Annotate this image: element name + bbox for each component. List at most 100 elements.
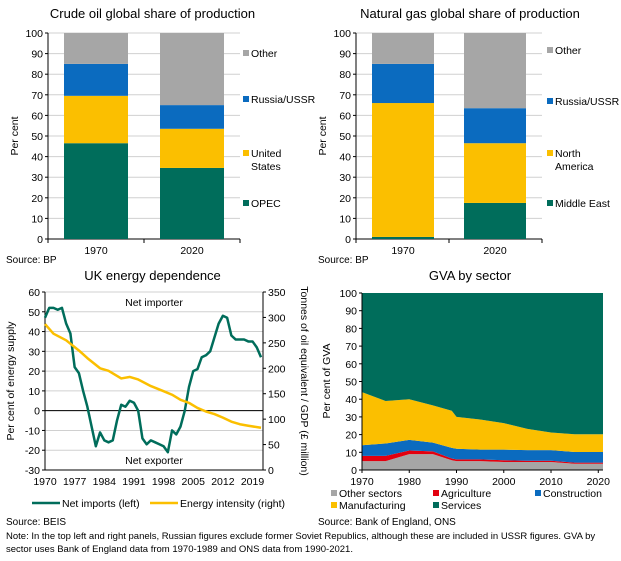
gas-legend-label: Middle East: [555, 198, 610, 210]
gas-y-label: Per cent: [317, 116, 329, 155]
energy-y2tick-label: 200: [268, 363, 286, 375]
gas-ytick-label: 100: [333, 28, 351, 40]
gas-ytick-label: 70: [339, 90, 351, 102]
oil-bar-other: [160, 33, 224, 106]
gas-bar-middle-east: [464, 202, 526, 239]
gva-ytick-label: 0: [351, 465, 357, 477]
gas-legend-label: Other: [555, 45, 582, 57]
gas-legend-label: Russia/USSR: [555, 96, 620, 108]
gas-ytick-label: 30: [339, 172, 351, 184]
gas-bar-russia-ussr: [372, 63, 434, 104]
gva-ytick-label: 50: [345, 377, 357, 389]
energy-annotation-net-exporter: Net exporter: [125, 455, 183, 467]
gva-ytick-label: 100: [339, 288, 357, 300]
energy-xtick-label: 1991: [122, 476, 146, 488]
gva-legend-label: Construction: [543, 488, 602, 500]
gas-ytick-label: 10: [339, 213, 351, 225]
gas-ytick-label: 50: [339, 131, 351, 143]
gas-ytick-label: 40: [339, 152, 351, 164]
energy-ytick-label: 60: [28, 287, 40, 299]
oil-ytick-label: 70: [31, 90, 43, 102]
source-gas: Source: BP: [318, 255, 369, 266]
gas-legend-swatch: [547, 98, 553, 104]
energy-y2tick-label: 100: [268, 414, 286, 426]
energy-ytick-label: 10: [28, 386, 40, 398]
chart-title-gas: Natural gas global share of production: [360, 6, 580, 21]
gva-area-manufacturing: [362, 392, 603, 452]
gva-ytick-label: 60: [345, 359, 357, 371]
gas-legend-swatch: [547, 150, 553, 156]
oil-legend-swatch: [243, 96, 249, 102]
oil-bar-united-states: [160, 128, 224, 168]
gva-area-other-sectors: [362, 454, 603, 470]
oil-legend-label: Other: [251, 48, 278, 60]
gva-ytick-label: 20: [345, 430, 357, 442]
energy-y-label: Per cent of energy supply: [5, 321, 17, 441]
gas-bar-other: [464, 33, 526, 109]
gas-bar-russia-ussr: [464, 108, 526, 144]
oil-bar-other: [64, 33, 128, 64]
oil-ytick-label: 60: [31, 110, 43, 122]
oil-bar-russia-ussr: [64, 63, 128, 96]
oil-ytick-label: 40: [31, 152, 43, 164]
gva-ytick-label: 80: [345, 323, 357, 335]
energy-ytick-label: -30: [25, 465, 40, 477]
gas-legend-label: America: [555, 161, 594, 173]
oil-bar-opec: [160, 167, 224, 239]
gva-ytick-label: 30: [345, 412, 357, 424]
energy-ytick-label: 50: [28, 307, 40, 319]
gva-legend-label: Services: [441, 500, 481, 512]
energy-y2tick-label: 250: [268, 338, 286, 350]
oil-bar-russia-ussr: [160, 105, 224, 129]
energy-xtick-label: 1998: [152, 476, 176, 488]
gas-ytick-label: 60: [339, 110, 351, 122]
energy-y2tick-label: 50: [268, 440, 280, 452]
gva-ytick-label: 40: [345, 394, 357, 406]
energy-ytick-label: -20: [25, 445, 40, 457]
gva-legend-swatch: [433, 502, 439, 508]
energy-ytick-label: 0: [34, 406, 40, 418]
oil-legend-swatch: [243, 150, 249, 156]
oil-ytick-label: 0: [37, 234, 43, 246]
gva-legend-swatch: [331, 502, 337, 508]
energy-ytick-label: -10: [25, 425, 40, 437]
gas-ytick-label: 80: [339, 69, 351, 81]
gva-legend-swatch: [433, 490, 439, 496]
gva-xtick-label: 1990: [445, 476, 469, 488]
energy-xtick-label: 2019: [241, 476, 265, 488]
gva-ytick-label: 10: [345, 447, 357, 459]
chart-title-energy: UK energy dependence: [84, 268, 221, 283]
energy-ytick-label: 20: [28, 366, 40, 378]
oil-legend-label: OPEC: [251, 198, 281, 210]
energy-line-net-imports: [43, 306, 263, 454]
energy-xtick-label: 1970: [33, 476, 57, 488]
gas-bar-middle-east: [372, 236, 434, 239]
energy-xtick-label: 1977: [63, 476, 87, 488]
gas-ytick-label: 90: [339, 49, 351, 61]
source-gva: Source: Bank of England, ONS: [318, 517, 456, 528]
gva-ytick-label: 70: [345, 341, 357, 353]
gas-legend-label: North: [555, 148, 581, 160]
source-energy: Source: BEIS: [6, 517, 67, 528]
source-oil: Source: BP: [6, 255, 57, 266]
gva-xtick-label: 2010: [539, 476, 563, 488]
gva-legend-label: Agriculture: [441, 488, 491, 500]
gva-xtick-label: 2020: [587, 476, 611, 488]
oil-bar-opec: [64, 143, 128, 239]
gva-area-construction: [362, 439, 603, 463]
oil-xtick-label: 2020: [180, 245, 204, 257]
energy-xtick-label: 2005: [182, 476, 206, 488]
gva-legend-swatch: [535, 490, 541, 496]
gva-ytick-label: 90: [345, 306, 357, 318]
energy-y2tick-label: 0: [268, 465, 274, 477]
energy-ytick-label: 30: [28, 346, 40, 358]
gva-legend-swatch: [331, 490, 337, 496]
gva-area-agriculture: [362, 450, 603, 464]
footnote: Note: In the top left and right panels, …: [6, 531, 596, 555]
gas-legend-swatch: [547, 200, 553, 206]
energy-xtick-label: 2012: [211, 476, 235, 488]
gva-xtick-label: 1980: [398, 476, 422, 488]
oil-ytick-label: 10: [31, 213, 43, 225]
gas-bar-other: [372, 33, 434, 64]
gas-bar-north-america: [372, 103, 434, 237]
